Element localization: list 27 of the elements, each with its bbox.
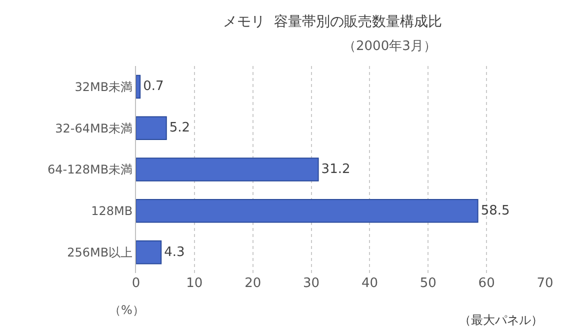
data-label: 0.7 bbox=[143, 79, 164, 94]
y-tick-label: 128MB bbox=[91, 204, 133, 218]
bar bbox=[136, 116, 167, 140]
x-tick-label: 20 bbox=[244, 276, 262, 291]
chart-title: メモリ 容量帯別の販売数量構成比 bbox=[223, 14, 442, 30]
x-axis-title: （%） bbox=[109, 303, 144, 317]
x-tick-label: 60 bbox=[478, 276, 495, 291]
y-tick-label: 32MB未満 bbox=[74, 80, 133, 94]
bar bbox=[136, 240, 162, 264]
y-tick-label: 256MB以上 bbox=[67, 246, 133, 260]
x-tick-label: 50 bbox=[420, 276, 436, 291]
bar bbox=[136, 199, 478, 223]
y-tick-label: 64-128MB未満 bbox=[48, 162, 133, 177]
y-tick-label: 32-64MB未満 bbox=[55, 121, 133, 136]
bar bbox=[136, 74, 141, 99]
data-label: 4.3 bbox=[164, 244, 185, 260]
x-tick-label: 10 bbox=[186, 276, 203, 291]
x-tick-label: 40 bbox=[361, 276, 378, 291]
data-label: 5.2 bbox=[169, 120, 190, 136]
bar bbox=[136, 158, 319, 182]
x-tick-label: 0 bbox=[132, 276, 140, 291]
data-label: 58.5 bbox=[480, 203, 510, 218]
x-tick-label: 30 bbox=[303, 276, 320, 291]
x-tick-label: 70 bbox=[536, 276, 554, 291]
text: （最大パネル） bbox=[459, 313, 543, 327]
data-label: 31.2 bbox=[321, 162, 350, 178]
chart-subtitle: （2000年3月） bbox=[343, 39, 436, 54]
